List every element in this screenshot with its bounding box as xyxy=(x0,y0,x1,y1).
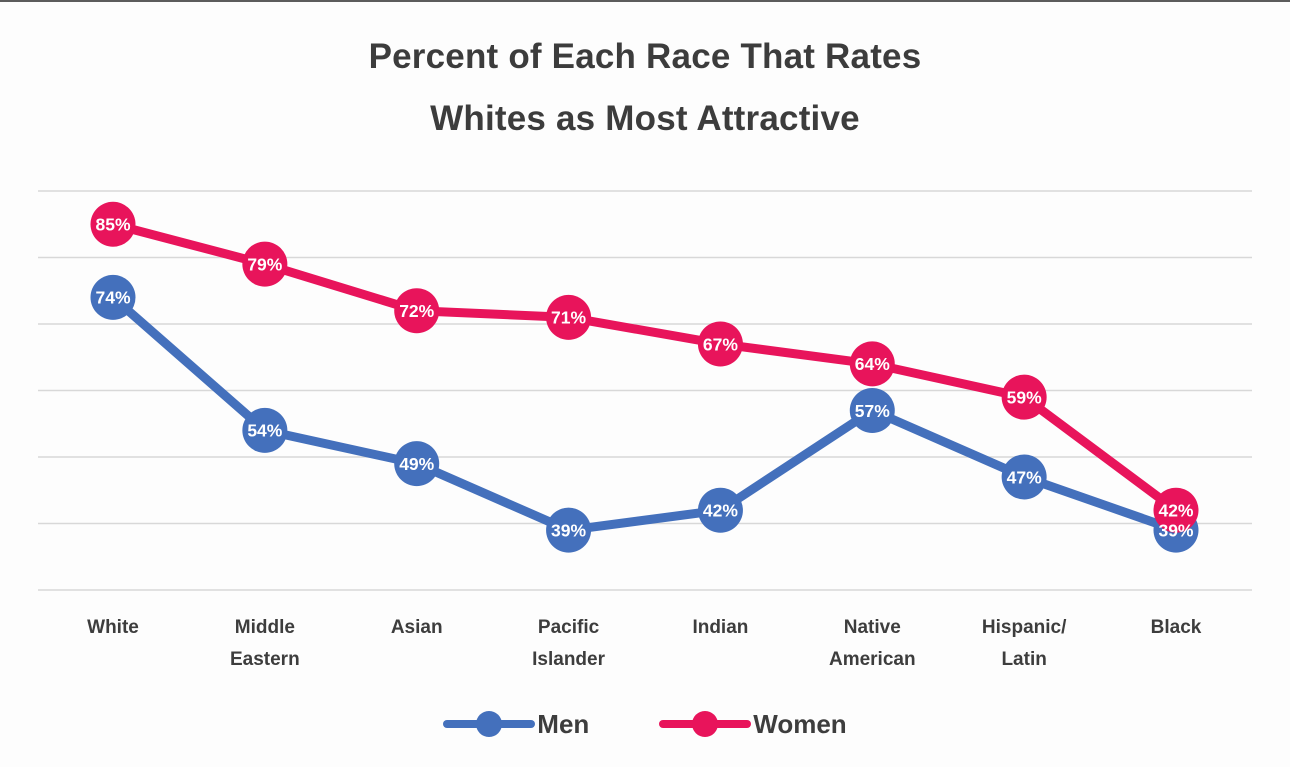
legend-marker-dot xyxy=(476,711,503,737)
chart-title: Percent of Each Race That Rates Whites a… xyxy=(0,26,1290,150)
x-axis-label-black: Black xyxy=(1091,612,1261,644)
women-point-marker-asian xyxy=(394,288,440,334)
men-point-marker-hispanic-latin xyxy=(1001,454,1047,500)
women-point-marker-native-american xyxy=(849,341,895,387)
x-axis-label-pacific-islander: Pacific Islander xyxy=(484,612,654,676)
x-axis-label-asian: Asian xyxy=(332,612,502,644)
x-axis-label-line: American xyxy=(828,649,916,670)
women-point-label-black: 42% xyxy=(1158,501,1193,521)
x-axis-label-line: Pacific xyxy=(537,617,600,638)
x-axis-label-middle-eastern: Middle Eastern xyxy=(180,612,350,676)
men-point-marker-pacific-islander xyxy=(546,507,592,553)
x-axis-label-indian: Indian xyxy=(635,612,805,644)
chart-legend: Men Women xyxy=(0,698,1290,750)
men-point-marker-asian xyxy=(394,441,440,487)
men-point-label-asian: 49% xyxy=(399,454,434,474)
women-point-marker-middle-eastern xyxy=(242,241,288,287)
men-point-label-middle-eastern: 54% xyxy=(247,421,282,441)
x-axis-label-line: Hispanic/ xyxy=(981,617,1067,638)
women-point-marker-hispanic-latin xyxy=(1001,374,1047,420)
x-axis-label-native-american: Native American xyxy=(787,612,957,676)
women-legend-marker-icon xyxy=(659,711,752,737)
legend-marker-dot xyxy=(692,711,719,737)
women-point-marker-white xyxy=(90,201,136,247)
legend-label-men: Men xyxy=(537,708,590,739)
line-chart-plot-area: 74%54%49%39%42%57%47%39%85%79%72% 71%67%6… xyxy=(38,190,1252,591)
men-point-label-indian: 42% xyxy=(703,501,738,521)
x-axis-label-line: White xyxy=(87,617,139,638)
men-point-marker-middle-eastern xyxy=(242,407,288,453)
women-point-label-pacific-islander: 71% xyxy=(551,308,586,328)
women-point-label-middle-eastern: 79% xyxy=(247,254,282,274)
women-point-label-indian: 67% xyxy=(703,334,738,354)
legend-item-men: Men xyxy=(443,707,589,741)
women-point-label-native-american: 64% xyxy=(855,354,890,374)
x-axis-label-line: Islander xyxy=(532,649,605,670)
x-axis-category-labels: White Middle Eastern Asian Pacific Islander In… xyxy=(0,612,1290,692)
x-axis-label-line: Native xyxy=(843,617,901,638)
men-point-label-pacific-islander: 39% xyxy=(551,520,586,540)
women-point-label-hispanic-latin: 59% xyxy=(1007,387,1042,407)
men-series-line xyxy=(108,292,1181,535)
men-point-label-hispanic-latin: 47% xyxy=(1007,467,1042,487)
x-axis-label-white: White xyxy=(28,612,198,644)
men-point-label-black: 39% xyxy=(1158,520,1193,540)
x-axis-label-line: Latin xyxy=(1001,649,1047,670)
women-point-label-asian: 72% xyxy=(399,301,434,321)
x-axis-label-hispanic-latin: Hispanic/Latin xyxy=(939,612,1109,676)
video-top-edge-line xyxy=(0,0,1290,2)
men-point-marker-indian xyxy=(697,487,743,533)
x-axis-label-line: Black xyxy=(1150,617,1202,638)
women-point-label-white: 85% xyxy=(95,215,130,235)
chart-title-line1: Percent of Each Race That Rates xyxy=(368,37,922,76)
women-point-marker-pacific-islander xyxy=(546,294,592,340)
women-point-marker-indian xyxy=(697,321,743,367)
x-axis-label-line: Middle xyxy=(234,617,295,638)
men-point-label-native-american: 57% xyxy=(855,401,890,421)
chart-title-line2: Whites as Most Attractive xyxy=(430,99,860,138)
legend-label-women: Women xyxy=(753,708,847,739)
women-series-line xyxy=(108,219,1181,515)
x-axis-label-line: Eastern xyxy=(229,649,300,670)
men-point-marker-native-american xyxy=(849,387,895,433)
men-point-label-white: 74% xyxy=(95,288,130,308)
x-axis-label-line: Asian xyxy=(390,617,443,638)
women-point-marker-black xyxy=(1153,487,1199,533)
legend-item-women: Women xyxy=(659,707,847,741)
x-axis-label-line: Indian xyxy=(692,617,749,638)
men-legend-marker-icon xyxy=(443,711,536,737)
men-point-marker-white xyxy=(90,274,136,320)
